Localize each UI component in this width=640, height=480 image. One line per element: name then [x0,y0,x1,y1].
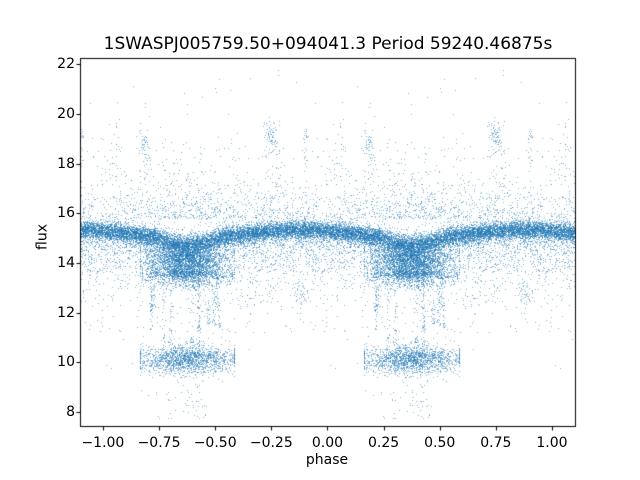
y-tick-label: 14 [57,255,75,271]
y-tick-label: 10 [57,354,75,371]
x-axis-label: phase [305,452,349,468]
x-tick-label: −1.00 [81,435,125,451]
x-tick-label: −0.50 [193,435,237,451]
y-tick-label: 8 [66,404,75,421]
y-tick-label: 16 [57,205,75,222]
y-axis-label: flux [34,224,51,250]
y-tick-label: 18 [57,155,75,172]
y-tick-label: 12 [57,304,75,321]
x-tick-label: 0.25 [367,435,400,451]
x-tick-label: −0.25 [249,435,293,451]
y-tick-label: 20 [57,105,75,122]
x-tick-label: 1.00 [536,435,568,451]
y-tick-label: 22 [57,56,75,73]
chart-title: 1SWASPJ005759.50+094041.3 Period 59240.4… [103,34,553,54]
x-tick-label: −0.75 [137,435,181,451]
x-tick-label: 0.50 [424,435,456,451]
x-tick-label: 0.75 [480,435,512,451]
x-tick-label: 0.00 [311,435,344,451]
